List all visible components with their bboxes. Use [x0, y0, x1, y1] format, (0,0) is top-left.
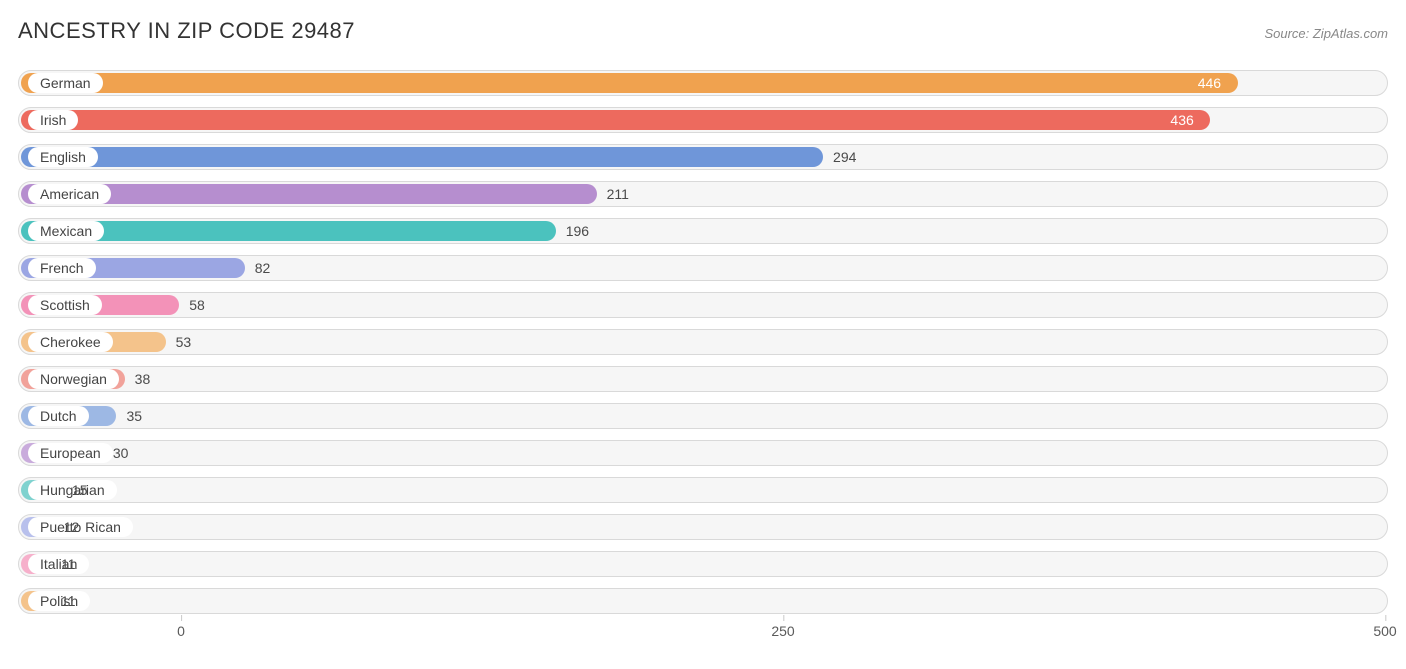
chart-title: ANCESTRY IN ZIP CODE 29487	[18, 18, 355, 44]
bar-label: Cherokee	[28, 332, 113, 352]
bar-row: Cherokee 53	[18, 327, 1388, 357]
bar-label: European	[28, 443, 113, 463]
bar-row: Norwegian 38	[18, 364, 1388, 394]
bar-value: 11	[61, 593, 76, 609]
bar-label: Scottish	[28, 295, 102, 315]
bar-track	[18, 551, 1388, 577]
bar-row: American 211	[18, 179, 1388, 209]
x-tick: 0	[177, 623, 185, 639]
bar-label: Puerto Rican	[28, 517, 133, 537]
bar-row: Dutch 35	[18, 401, 1388, 431]
bar-label: American	[28, 184, 111, 204]
bar-row: English 294	[18, 142, 1388, 172]
x-tick: 500	[1373, 623, 1396, 639]
bar-label: Italian	[28, 554, 89, 574]
bar-label: Mexican	[28, 221, 104, 241]
chart-source: Source: ZipAtlas.com	[1264, 26, 1388, 41]
x-tick-line	[181, 615, 182, 621]
bar-track	[18, 292, 1388, 318]
bar-track	[18, 588, 1388, 614]
bar-value: 35	[126, 408, 142, 424]
bar-value: 196	[566, 223, 589, 239]
bar-value: 11	[61, 556, 76, 572]
chart-header: ANCESTRY IN ZIP CODE 29487 Source: ZipAt…	[18, 18, 1388, 44]
bar-value: 58	[189, 297, 205, 313]
bar-fill	[21, 147, 823, 167]
bar-value: 82	[255, 260, 271, 276]
bar-label: Dutch	[28, 406, 89, 426]
bar-label: French	[28, 258, 96, 278]
bar-track	[18, 403, 1388, 429]
bar-track	[18, 440, 1388, 466]
bar-row: French 82	[18, 253, 1388, 283]
bar-label: German	[28, 73, 103, 93]
bar-track	[18, 366, 1388, 392]
chart-area: German 446 Irish 436 English 294 American 211 Me…	[18, 68, 1388, 669]
x-tick: 250	[771, 623, 794, 639]
bar-row: Polish11	[18, 586, 1388, 616]
bar-value: 294	[833, 149, 856, 165]
bar-track	[18, 329, 1388, 355]
bar-label: English	[28, 147, 98, 167]
bar-row: Scottish 58	[18, 290, 1388, 320]
x-axis: 0250500	[18, 623, 1388, 645]
bar-track	[18, 477, 1388, 503]
bar-row: Irish 436	[18, 105, 1388, 135]
x-tick-line	[1385, 615, 1386, 621]
bar-value: 53	[176, 334, 192, 350]
bar-value: 15	[72, 482, 88, 498]
bar-track	[18, 514, 1388, 540]
bar-value: 38	[135, 371, 151, 387]
bar-value: 12	[64, 519, 80, 535]
bar-label: Irish	[28, 110, 78, 130]
bar-row: German 446	[18, 68, 1388, 98]
bar-value: 446	[1198, 75, 1221, 91]
bar-row: Italian11	[18, 549, 1388, 579]
bar-row: Puerto Rican12	[18, 512, 1388, 542]
bar-label: Polish	[28, 591, 90, 611]
bar-row: Hungarian15	[18, 475, 1388, 505]
bar-fill	[21, 73, 1238, 93]
bar-row: European30	[18, 438, 1388, 468]
bar-label: Norwegian	[28, 369, 119, 389]
bar-row: Mexican 196	[18, 216, 1388, 246]
x-tick-line	[783, 615, 784, 621]
bar-value: 211	[607, 186, 629, 202]
bar-value: 30	[113, 445, 129, 461]
bar-value: 436	[1170, 112, 1193, 128]
bar-fill	[21, 110, 1210, 130]
